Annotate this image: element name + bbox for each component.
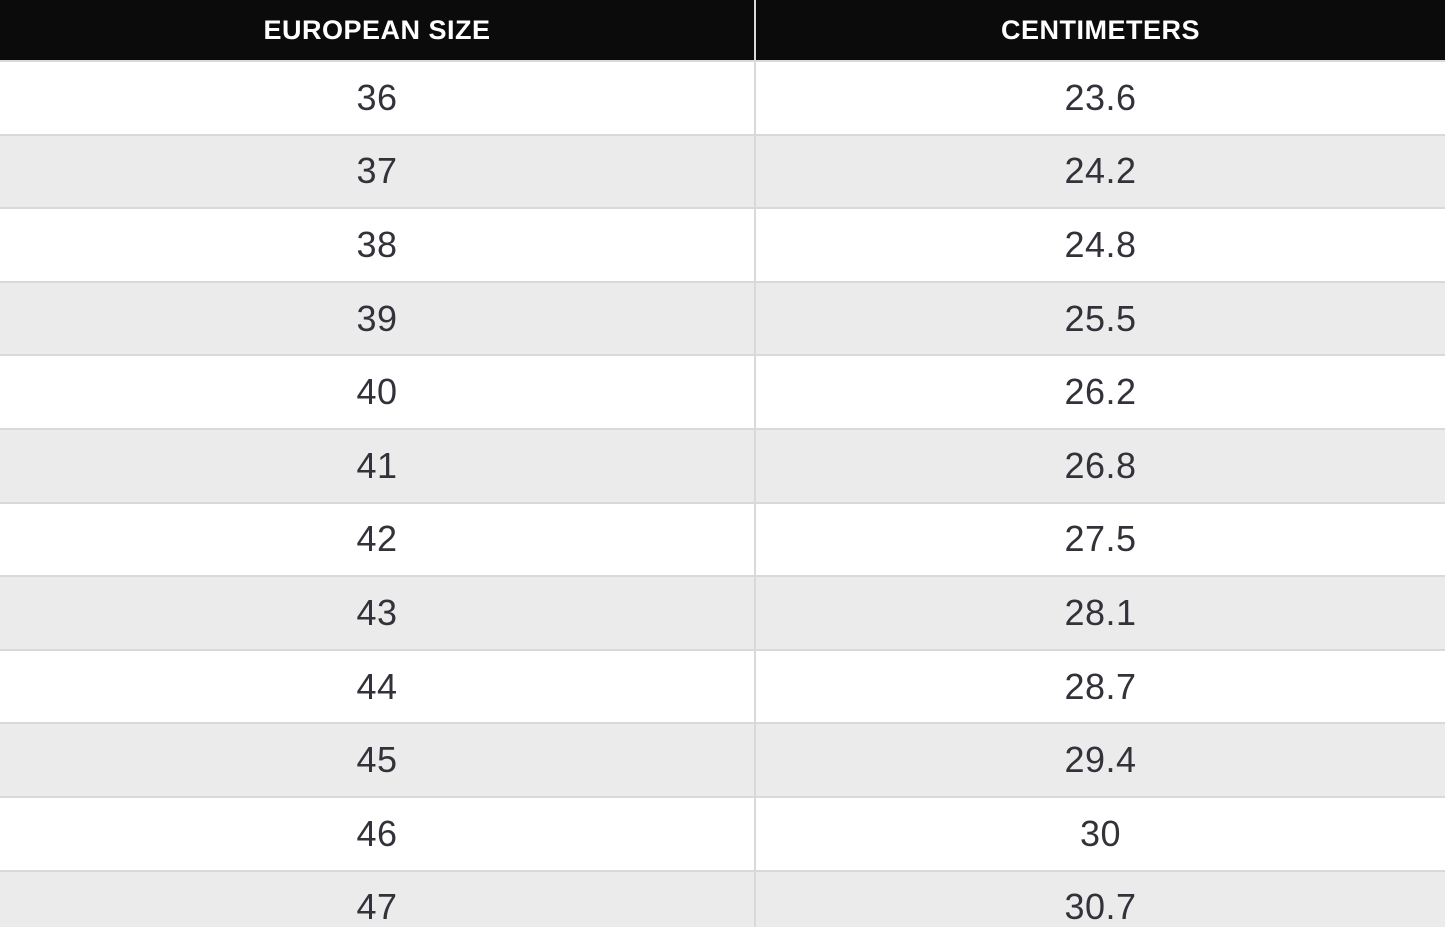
centimeters-cell: 26.8 xyxy=(1064,444,1137,486)
table-row: 47 30.7 xyxy=(0,871,1445,927)
centimeters-cell: 30 xyxy=(1079,812,1122,854)
european-size-cell: 45 xyxy=(0,724,756,796)
centimeters-cell: 28.1 xyxy=(1064,591,1137,633)
centimeters-cell: 25.5 xyxy=(1064,297,1137,339)
centimeters-cell: 27.5 xyxy=(1064,518,1137,560)
european-size-cell: 44 xyxy=(0,650,756,723)
table-row: 44 28.7 xyxy=(0,650,1445,725)
column-header-european-size: EUROPEAN SIZE xyxy=(0,0,756,60)
european-size-cell: 41 xyxy=(0,429,756,502)
table-header-row: EUROPEAN SIZE CENTIMETERS xyxy=(0,0,1445,62)
european-size-cell: 43 xyxy=(0,577,756,649)
european-size-cell: 38 xyxy=(0,209,756,281)
table-row: 46 30 xyxy=(0,797,1445,872)
european-size-cell: 46 xyxy=(0,797,756,870)
table-row: 36 23.6 xyxy=(0,62,1445,136)
european-size-cell: 47 xyxy=(0,871,756,927)
table-row: 37 24.2 xyxy=(0,135,1445,210)
european-size-cell: 39 xyxy=(0,282,756,355)
european-size-cell: 40 xyxy=(0,356,756,428)
european-size-cell: 36 xyxy=(0,62,756,134)
centimeters-cell: 28.7 xyxy=(1064,665,1137,707)
table-row: 39 25.5 xyxy=(0,282,1445,357)
table-row: 41 26.8 xyxy=(0,429,1445,504)
centimeters-cell: 29.4 xyxy=(1064,739,1137,781)
centimeters-cell: 30.7 xyxy=(1064,886,1137,927)
european-size-cell: 42 xyxy=(0,503,756,576)
european-size-cell: 37 xyxy=(0,135,756,208)
table-row: 43 28.1 xyxy=(0,577,1445,651)
table-row: 42 27.5 xyxy=(0,503,1445,578)
table-row: 38 24.8 xyxy=(0,209,1445,283)
centimeters-cell: 23.6 xyxy=(1064,76,1137,118)
table-row: 45 29.4 xyxy=(0,724,1445,798)
centimeters-cell: 24.8 xyxy=(1064,223,1137,265)
column-header-centimeters: CENTIMETERS xyxy=(1000,14,1200,45)
centimeters-cell: 24.2 xyxy=(1064,150,1137,192)
table-row: 40 26.2 xyxy=(0,356,1445,430)
centimeters-cell: 26.2 xyxy=(1064,371,1137,413)
table-body: 36 23.6 37 24.2 38 24.8 39 25.5 40 26.2 … xyxy=(0,62,1445,927)
